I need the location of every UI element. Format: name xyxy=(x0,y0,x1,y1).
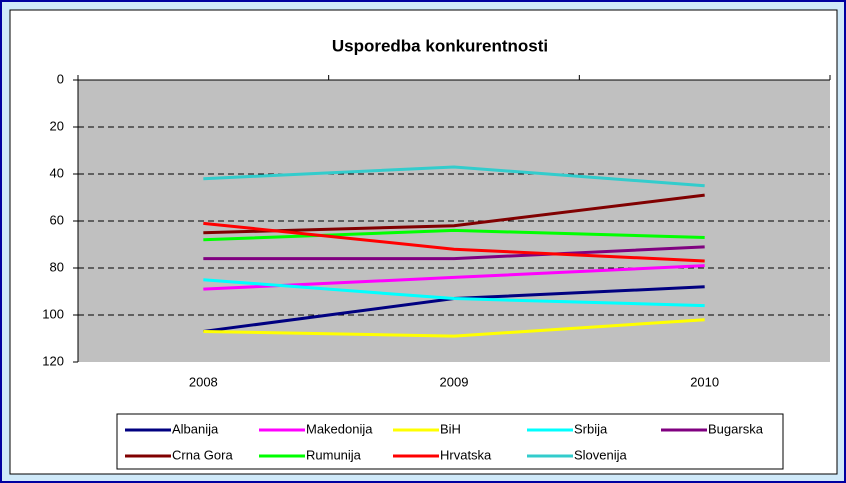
legend-label: Hrvatska xyxy=(440,447,492,462)
legend-label: Bugarska xyxy=(708,421,764,436)
x-tick-label: 2010 xyxy=(690,374,719,389)
y-tick-label: 20 xyxy=(50,118,64,133)
legend-label: Slovenija xyxy=(574,447,628,462)
series-line xyxy=(203,193,705,235)
legend-label: Makedonija xyxy=(306,421,373,436)
legend-label: Crna Gora xyxy=(172,447,233,462)
series-line xyxy=(203,228,705,242)
series-line xyxy=(203,165,705,188)
y-tick-label: 40 xyxy=(50,165,64,180)
legend xyxy=(116,413,784,470)
series-line xyxy=(203,278,705,308)
series-line xyxy=(203,318,705,338)
series-line xyxy=(203,245,705,261)
x-tick-label: 2009 xyxy=(440,374,469,389)
legend-label: Srbija xyxy=(574,421,608,436)
y-tick-label: 80 xyxy=(50,259,64,274)
y-tick-label: 120 xyxy=(42,353,64,368)
y-tick-label: 60 xyxy=(50,212,64,227)
y-tick-label: 0 xyxy=(57,71,64,86)
legend-label: BiH xyxy=(440,421,461,436)
x-tick-label: 2008 xyxy=(189,374,218,389)
chart-title: Usporedba konkurentnosti xyxy=(332,36,548,55)
y-tick-label: 100 xyxy=(42,306,64,321)
legend-label: Rumunija xyxy=(306,447,362,462)
series-line xyxy=(203,221,705,263)
legend-label: Albanija xyxy=(172,421,219,436)
